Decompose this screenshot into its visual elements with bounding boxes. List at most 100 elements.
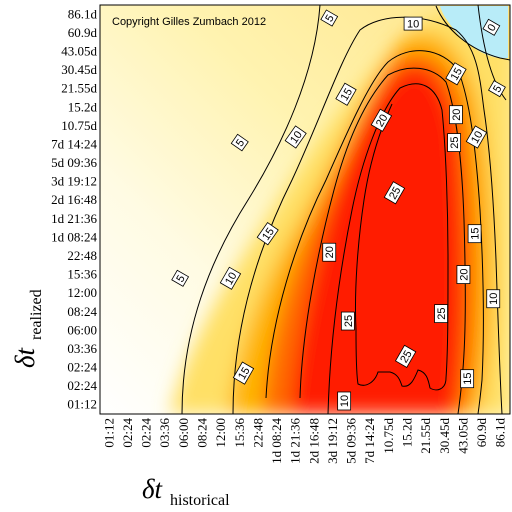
y-tick-label: 43.05d — [61, 43, 97, 58]
contour-label-text: 15 — [339, 86, 356, 103]
contour-label-text: 5 — [491, 84, 504, 95]
x-tick-label: 06:00 — [176, 418, 191, 448]
y-tick-label: 86.1d — [68, 6, 98, 21]
contour-label-box — [335, 82, 357, 106]
x-tick-label: 03:36 — [157, 418, 172, 448]
contour-label: 15 — [460, 369, 474, 389]
y-tick-label: 02:24 — [67, 360, 97, 375]
contour-label-box — [284, 125, 307, 149]
contour-label-box — [482, 18, 501, 36]
x-tick-label: 02:24 — [139, 418, 154, 448]
contour-label-box — [394, 344, 417, 368]
contour-label-box — [486, 289, 501, 309]
contour-label-text: 15 — [260, 226, 277, 243]
contour-label: 25 — [340, 311, 355, 331]
contour-label-text: 25 — [398, 349, 415, 366]
contour-label: 15 — [445, 62, 467, 86]
contour-label-text: 0 — [486, 22, 499, 33]
contour-label-box — [447, 133, 461, 152]
contour-label: 15 — [232, 361, 255, 385]
contour-label: 25 — [434, 304, 448, 324]
plot-frame — [99, 4, 511, 415]
y-tick-label: 15.2d — [68, 99, 98, 114]
contour-label-box — [488, 80, 506, 98]
x-tick-label: 15.2d — [400, 418, 415, 448]
x-tick-label: 2d 16:48 — [306, 418, 321, 464]
x-tick-label: 02:24 — [120, 418, 135, 448]
contour-label-box — [171, 269, 190, 287]
y-tick-label: 1d 08:24 — [51, 229, 97, 244]
y-tick-label: 3d 19:12 — [51, 174, 97, 189]
plot-area: 0 5 5 5 5 10 10 10 10 10 10 15 15 15 15 15 15 20 20 20 20 25 2… — [100, 5, 510, 414]
y-tick-label: 60.9d — [68, 25, 98, 40]
x-tick-label: 5d 09:36 — [344, 418, 359, 464]
contour-label-text: 25 — [387, 185, 404, 202]
y-tick-label: 08:24 — [67, 304, 97, 319]
contour-label: 15 — [467, 224, 482, 244]
contour-label: 5 — [230, 133, 249, 152]
x-tick-label: 22:48 — [250, 418, 265, 448]
x-axis-label: δt historical — [142, 474, 230, 509]
contour-label: 10 — [465, 125, 488, 149]
contour-label-text: 10 — [407, 19, 419, 31]
contour-label: 0 — [482, 18, 501, 36]
contour-label-box — [445, 62, 467, 86]
y-tick-label: 03:36 — [67, 341, 97, 356]
contour-label: 20 — [449, 105, 463, 125]
x-tick-label: 08:24 — [195, 418, 210, 448]
x-tick-label: 60.9d — [474, 417, 489, 447]
x-tick-label: 43.05d — [455, 418, 470, 454]
contour-label-box — [449, 105, 463, 125]
contour-label-box — [370, 108, 393, 132]
negative-region — [440, 6, 508, 59]
y-tick-label: 21.55d — [61, 81, 97, 96]
contour-label-text: 10 — [288, 129, 305, 146]
contour-label: 10 — [219, 266, 242, 290]
contour-label: 20 — [370, 108, 393, 132]
contour-label-text: 20 — [458, 268, 470, 280]
contour-label: 5 — [171, 269, 190, 287]
contour-label-box — [256, 222, 279, 246]
contour-label-text: 25 — [449, 136, 461, 148]
contour-label-text: 25 — [436, 307, 448, 319]
x-tick-label: 15:36 — [232, 418, 247, 448]
x-axis-ticks: 01:12 02:24 02:24 03:36 06:00 08:24 12:00 15:36… — [101, 417, 507, 463]
contour-label: 25 — [447, 133, 461, 152]
x-tick-label: 30.45d — [437, 418, 452, 454]
contour-label-text: 20 — [451, 109, 463, 121]
y-tick-label: 06:00 — [67, 322, 97, 337]
contour-label-box — [465, 125, 488, 149]
contour-label-text: 5 — [323, 13, 336, 24]
y-axis-label: δt realized — [10, 289, 45, 368]
contour-label-text: 10 — [223, 270, 240, 287]
x-axis-subscript: historical — [170, 492, 230, 509]
y-tick-label: 12:00 — [67, 285, 97, 300]
y-axis-symbol: δt — [10, 346, 40, 368]
contour-label-text: 10 — [339, 395, 351, 407]
contour-label-text: 15 — [236, 365, 253, 382]
contour-label-text: 20 — [374, 112, 391, 129]
x-tick-label: 3d 19:12 — [325, 418, 340, 464]
y-tick-label: 2d 16:48 — [51, 192, 97, 207]
contour-label-layer: 0 5 5 5 5 10 10 10 10 10 10 15 15 15 15 15 15 20 20 20 20 25 2… — [171, 9, 506, 411]
y-tick-label: 1d 21:36 — [51, 211, 97, 226]
x-tick-label: 01:12 — [101, 418, 116, 448]
contour-label-box — [340, 311, 355, 331]
contour-label-text: 10 — [488, 293, 500, 305]
contour-label-text: 20 — [324, 246, 336, 258]
x-tick-label: 21.55d — [418, 418, 433, 454]
contour-label-text: 5 — [234, 137, 247, 149]
contour-label: 20 — [322, 242, 336, 262]
contour-label-text: 15 — [470, 228, 482, 240]
contour-label: 15 — [335, 82, 357, 106]
y-tick-label: 10.75d — [61, 118, 97, 133]
contour-label-box — [230, 133, 249, 152]
contour-label-box — [403, 16, 423, 31]
contour-label-text: 15 — [462, 373, 474, 385]
y-tick-label: 7d 14:24 — [51, 136, 97, 151]
contour-label: 10 — [403, 16, 423, 31]
y-tick-label: 01:12 — [67, 397, 97, 412]
contour-label-box — [434, 304, 448, 324]
y-tick-label: 22:48 — [67, 248, 97, 263]
contour-label-box — [456, 265, 471, 284]
